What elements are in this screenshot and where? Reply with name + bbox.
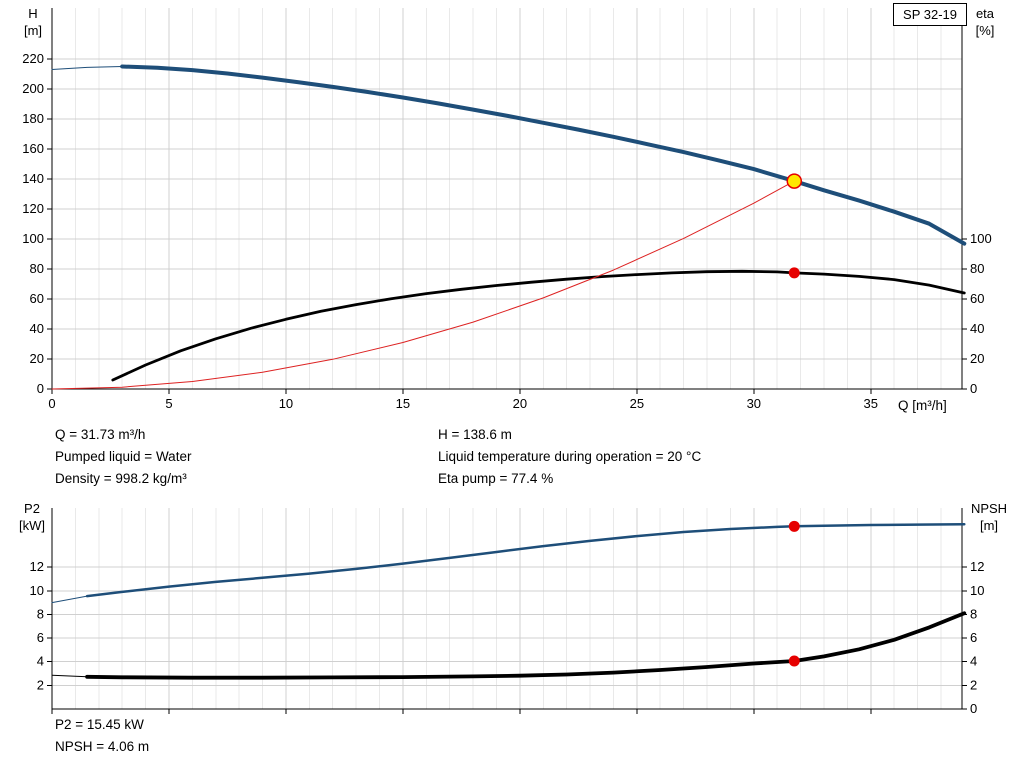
svg-text:20: 20 <box>513 396 527 411</box>
annotation-liquid-temperature: Liquid temperature during operation = 20… <box>438 449 702 464</box>
efficiency-curve <box>111 269 966 382</box>
svg-text:10: 10 <box>279 396 293 411</box>
svg-text:220: 220 <box>22 51 44 66</box>
h-axis-title: H [m] <box>16 5 50 39</box>
svg-text:6: 6 <box>970 630 977 645</box>
npsh-point-marker <box>788 655 800 667</box>
svg-text:180: 180 <box>22 111 44 126</box>
svg-text:100: 100 <box>970 231 992 246</box>
p2-axis-title: P2 [kW] <box>12 500 52 534</box>
svg-text:6: 6 <box>37 630 44 645</box>
annotation-eta-pump: Eta pump = 77.4 % <box>438 471 554 486</box>
p2-axis-title-line1: P2 <box>24 501 40 516</box>
svg-text:8: 8 <box>970 606 977 621</box>
svg-text:160: 160 <box>22 141 44 156</box>
svg-text:25: 25 <box>630 396 644 411</box>
svg-text:5: 5 <box>165 396 172 411</box>
annotation-npsh: NPSH = 4.06 m <box>55 739 150 754</box>
npsh-axis-title-line1: NPSH <box>970 501 1008 516</box>
annotation-head: H = 138.6 m <box>438 427 512 442</box>
svg-text:8: 8 <box>37 606 44 621</box>
x-axis-title: Q [m³/h] <box>898 398 947 413</box>
svg-text:10: 10 <box>30 583 44 598</box>
svg-text:80: 80 <box>30 261 44 276</box>
pump-model-label: SP 32-19 <box>903 7 957 22</box>
svg-text:80: 80 <box>970 261 984 276</box>
h-axis-title-line1: H <box>28 6 38 21</box>
efficiency-point-marker <box>788 267 800 279</box>
eta-axis-title-line1: eta <box>975 6 995 21</box>
svg-text:200: 200 <box>22 81 44 96</box>
npsh-curve <box>51 674 88 678</box>
npsh-axis-title-line2: [m] <box>979 518 999 533</box>
svg-text:40: 40 <box>30 321 44 336</box>
head-curve <box>120 64 967 246</box>
svg-text:0: 0 <box>970 381 977 396</box>
head-curve <box>51 66 123 70</box>
svg-text:12: 12 <box>970 559 984 574</box>
p2-curve <box>85 522 966 598</box>
svg-text:100: 100 <box>22 231 44 246</box>
npsh-axis-title: NPSH [m] <box>964 500 1014 534</box>
npsh-curve <box>85 611 967 680</box>
svg-text:20: 20 <box>30 351 44 366</box>
svg-text:2: 2 <box>970 677 977 692</box>
power-annotations: P2 = 15.45 kW NPSH = 4.06 m <box>55 714 149 758</box>
svg-text:2: 2 <box>37 677 44 692</box>
eta-axis-title-line2: [%] <box>975 23 995 38</box>
svg-text:0: 0 <box>48 396 55 411</box>
annotation-density: Density = 998.2 kg/m³ <box>55 471 187 486</box>
svg-text:0: 0 <box>970 701 977 716</box>
duty-annotations-right: H = 138.6 m Liquid temperature during op… <box>438 424 701 490</box>
svg-text:20: 20 <box>970 351 984 366</box>
svg-text:4: 4 <box>970 654 977 669</box>
svg-text:40: 40 <box>970 321 984 336</box>
svg-text:120: 120 <box>22 201 44 216</box>
p2-point-marker <box>788 520 800 532</box>
p2-axis-title-line2: [kW] <box>19 518 45 533</box>
svg-text:12: 12 <box>30 559 44 574</box>
h-axis-title-line2: [m] <box>23 23 43 38</box>
system-curve <box>51 180 795 390</box>
pump-model-box: SP 32-19 <box>893 3 967 26</box>
p2-curve <box>51 595 88 604</box>
annotation-pumped-liquid: Pumped liquid = Water <box>55 449 192 464</box>
svg-text:35: 35 <box>864 396 878 411</box>
svg-text:4: 4 <box>37 654 44 669</box>
duty-point-marker <box>786 173 803 189</box>
svg-text:15: 15 <box>396 396 410 411</box>
svg-text:30: 30 <box>747 396 761 411</box>
svg-text:60: 60 <box>30 291 44 306</box>
svg-text:0: 0 <box>37 381 44 396</box>
svg-text:10: 10 <box>970 583 984 598</box>
annotation-p2: P2 = 15.45 kW <box>55 717 144 732</box>
svg-text:140: 140 <box>22 171 44 186</box>
annotation-flow: Q = 31.73 m³/h <box>55 427 146 442</box>
svg-text:60: 60 <box>970 291 984 306</box>
eta-axis-title: eta [%] <box>964 5 1006 39</box>
duty-annotations-left: Q = 31.73 m³/h Pumped liquid = Water Den… <box>55 424 191 490</box>
